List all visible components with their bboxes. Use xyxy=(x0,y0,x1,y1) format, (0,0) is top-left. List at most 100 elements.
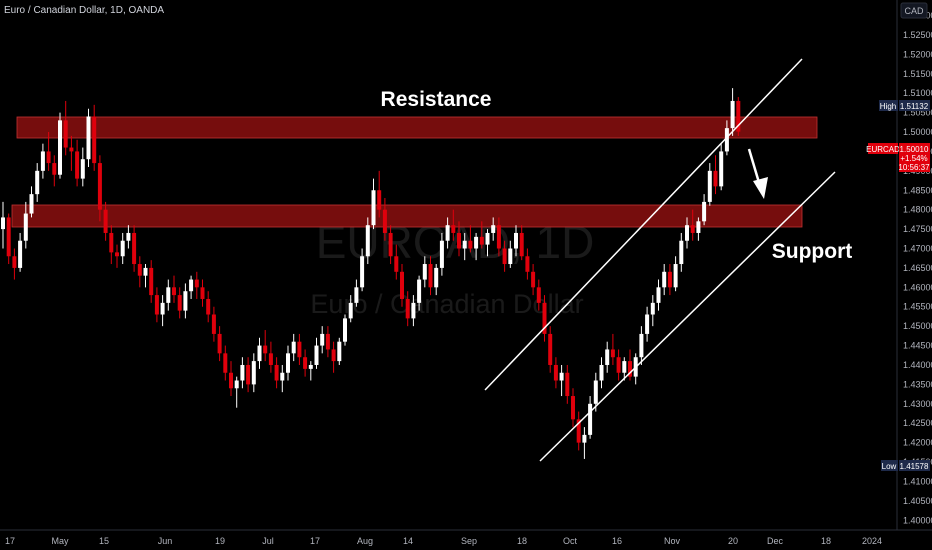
price-tick-label: 1.48500 xyxy=(903,185,932,195)
candle-body xyxy=(103,209,108,233)
candle-body xyxy=(502,248,507,265)
candle-body xyxy=(229,372,233,389)
time-tick-label: 18 xyxy=(517,536,527,546)
candle-body xyxy=(126,232,131,241)
price-tick-label: 1.44500 xyxy=(903,341,932,351)
price-tick-label: 1.46500 xyxy=(903,263,932,273)
resistance-zone xyxy=(16,116,818,139)
candle-body xyxy=(439,240,444,268)
candle-body xyxy=(40,151,45,171)
candle-body xyxy=(508,248,513,265)
candle-body xyxy=(240,364,245,381)
candle-body xyxy=(417,279,422,303)
candle-body xyxy=(268,353,273,365)
candle-body xyxy=(650,302,655,315)
candle-body xyxy=(536,287,541,303)
candle-body xyxy=(662,271,667,288)
candle-body xyxy=(542,302,547,334)
time-tick-label: Jun xyxy=(158,536,173,546)
candle-body xyxy=(189,279,194,292)
time-tick-label: Jul xyxy=(262,536,274,546)
candle-body xyxy=(29,194,34,214)
candle-body xyxy=(360,256,365,288)
candle-body xyxy=(1,217,5,230)
candle-body xyxy=(468,240,473,249)
support-zone xyxy=(11,204,803,228)
candle-body xyxy=(377,190,382,210)
candle-body xyxy=(86,116,91,160)
candle-body xyxy=(234,380,239,389)
time-tick-label: Nov xyxy=(664,536,681,546)
candle-body xyxy=(382,209,387,233)
price-tick-label: 1.45500 xyxy=(903,302,932,312)
time-tick-label: Aug xyxy=(357,536,373,546)
candle-body xyxy=(63,120,68,148)
candle-body xyxy=(724,128,729,152)
candle-body xyxy=(354,287,359,303)
candle-body xyxy=(320,333,325,346)
candle-body xyxy=(422,264,427,280)
candle-body xyxy=(257,345,262,362)
price-tick-label: 1.52500 xyxy=(903,30,932,40)
price-tick-label: 1.43000 xyxy=(903,399,932,409)
price-tick-label: 1.40500 xyxy=(903,496,932,506)
candle-body xyxy=(388,232,393,257)
candle-body xyxy=(23,213,28,241)
candle-body xyxy=(582,434,587,443)
candle-body xyxy=(559,372,564,381)
candle-body xyxy=(428,264,433,288)
candle-body xyxy=(274,364,279,381)
support-label: Support xyxy=(772,240,852,263)
candle-body xyxy=(12,256,17,268)
price-tick-label: 1.50500 xyxy=(903,108,932,118)
price-tick-label: 1.51500 xyxy=(903,69,932,79)
candle-body xyxy=(702,201,707,222)
candle-body xyxy=(411,302,416,319)
candle-body xyxy=(639,333,644,358)
time-axis[interactable]: 17 May 15 Jun 19 Jul 17 Aug 14 Sep 18 Oct 16 Nov 20 Dec… xyxy=(5,536,882,546)
candle-body xyxy=(394,256,399,272)
candle-body xyxy=(211,314,216,334)
candle-body xyxy=(348,302,353,319)
price-tick-label: 1.42500 xyxy=(903,418,932,428)
candle-body xyxy=(149,267,154,296)
time-tick-label: 15 xyxy=(99,536,109,546)
candle-body xyxy=(52,163,57,175)
candle-body xyxy=(371,190,376,226)
candle-body xyxy=(206,298,211,315)
time-tick-label: Oct xyxy=(563,536,578,546)
candle-body xyxy=(616,357,621,373)
candle-body xyxy=(519,232,524,257)
candle-body xyxy=(223,353,228,373)
time-tick-label: Sep xyxy=(461,536,477,546)
currency-button[interactable]: CAD xyxy=(900,2,928,19)
candle-body xyxy=(143,267,148,276)
candle-body xyxy=(531,271,536,288)
candle-body xyxy=(343,318,347,342)
price-tick-label: 1.40000 xyxy=(903,515,932,525)
candle-body xyxy=(200,287,205,299)
candle-body xyxy=(35,170,40,195)
candle-body xyxy=(154,295,159,315)
candle-body xyxy=(434,267,439,288)
currency-button-label: CAD xyxy=(904,6,924,16)
candle-body xyxy=(645,314,650,334)
candle-body xyxy=(667,271,672,288)
time-tick-label: 20 xyxy=(728,536,738,546)
current-price-tag: EURCAD 1.50010 +1.54% 10:56:37 xyxy=(866,143,930,172)
candle-body xyxy=(132,232,137,265)
candle-body xyxy=(160,302,165,315)
candle-body xyxy=(120,240,125,257)
candle-body xyxy=(46,151,51,164)
candle-body xyxy=(679,240,684,265)
time-tick-label: 19 xyxy=(215,536,225,546)
candle-body xyxy=(730,100,735,129)
candle-body xyxy=(331,349,336,362)
candle-body xyxy=(736,100,741,132)
time-tick-label: Dec xyxy=(767,536,784,546)
candle-body xyxy=(172,287,176,296)
high-price-tag: High 1.51132 xyxy=(879,100,930,111)
candle-body xyxy=(599,364,604,381)
candle-body xyxy=(491,225,496,233)
